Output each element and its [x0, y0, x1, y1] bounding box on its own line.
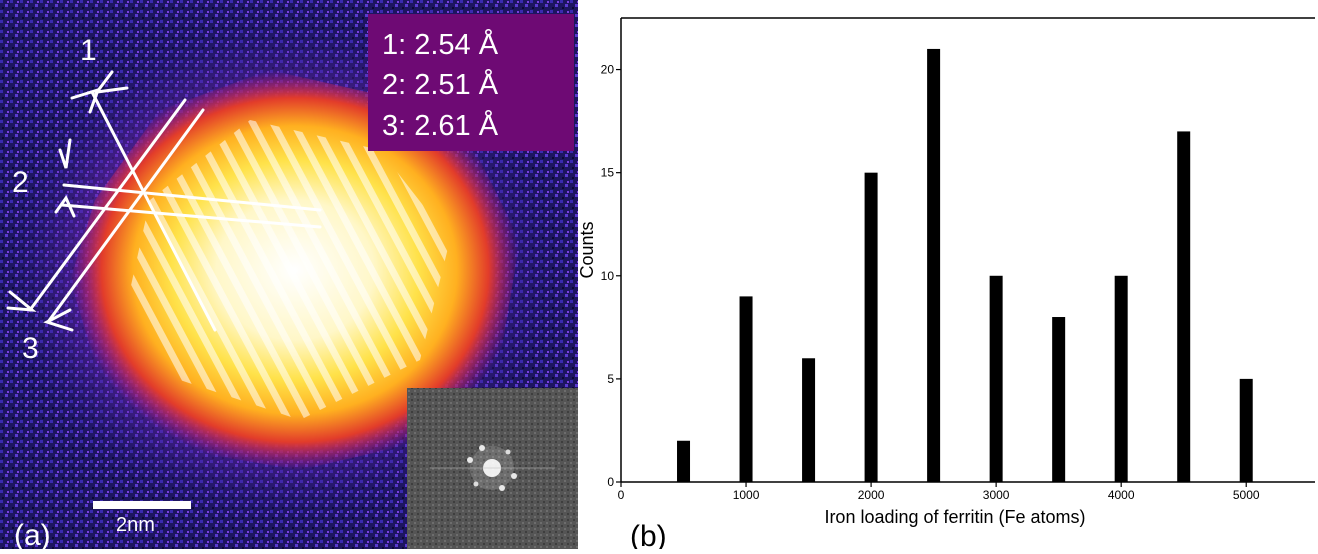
histogram-panel: 0 1000 2000 3000 4000 5000 0 5 10 15 20 Iron load… — [577, 0, 1318, 553]
y-tick-label: 0 — [607, 475, 614, 489]
lattice-fringes — [130, 120, 450, 420]
lattice-lines — [28, 90, 322, 332]
measurement-2: 2: 2.51 Å — [382, 68, 499, 101]
x-tick-label: 2000 — [858, 488, 885, 502]
micrograph-panel: 1 2 3 1: 2.54 Å 2: 2.51 Å 3: 2.61 Å 2nm … — [0, 0, 578, 549]
histogram-bar — [677, 440, 691, 482]
y-tick-label: 15 — [601, 166, 615, 180]
panel-label-b: (b) — [630, 520, 667, 549]
histogram-bar — [989, 275, 1003, 482]
histogram-bar — [1239, 378, 1253, 482]
x-tick-label: 3000 — [983, 488, 1010, 502]
measurement-1: 1: 2.54 Å — [382, 28, 499, 61]
y-tick-label: 10 — [601, 269, 615, 283]
x-tick-label: 5000 — [1233, 488, 1260, 502]
histogram-bar — [739, 296, 753, 482]
marker-label-2: 2 — [12, 166, 29, 199]
histogram-bar — [1177, 131, 1191, 482]
marker-label-1: 1 — [80, 34, 97, 67]
scale-bar-label: 2nm — [116, 514, 155, 536]
chart-bars — [677, 48, 1253, 482]
histogram-bar — [864, 172, 878, 482]
chart-axes — [620, 17, 1315, 483]
histogram-bar — [1052, 317, 1066, 482]
marker-label-3: 3 — [22, 332, 39, 365]
x-tick-label: 0 — [618, 488, 625, 502]
y-axis-title: Counts — [578, 221, 597, 278]
iron-loading-histogram: 0 1000 2000 3000 4000 5000 0 5 10 15 20 Iron load… — [577, 17, 1315, 553]
x-axis-ticks: 0 1000 2000 3000 4000 5000 — [618, 482, 1260, 502]
measurement-3: 3: 2.61 Å — [382, 109, 499, 142]
x-axis-title: Iron loading of ferritin (Fe atoms) — [824, 507, 1085, 527]
histogram-bar — [927, 48, 941, 482]
y-tick-label: 5 — [607, 372, 614, 386]
histogram-bar — [1114, 275, 1128, 482]
arrow-markers — [6, 70, 129, 332]
y-axis-ticks: 0 5 10 15 20 — [601, 63, 621, 489]
histogram-bar — [802, 358, 816, 482]
x-tick-label: 4000 — [1108, 488, 1135, 502]
y-tick-label: 20 — [601, 63, 615, 77]
scale-bar — [93, 501, 191, 509]
fft-inset — [407, 388, 578, 549]
x-tick-label: 1000 — [733, 488, 760, 502]
panel-label-a: (a) — [14, 519, 51, 549]
micrograph-image: 1 2 3 1: 2.54 Å 2: 2.51 Å 3: 2.61 Å 2nm … — [0, 0, 578, 549]
measurement-box — [368, 14, 574, 151]
